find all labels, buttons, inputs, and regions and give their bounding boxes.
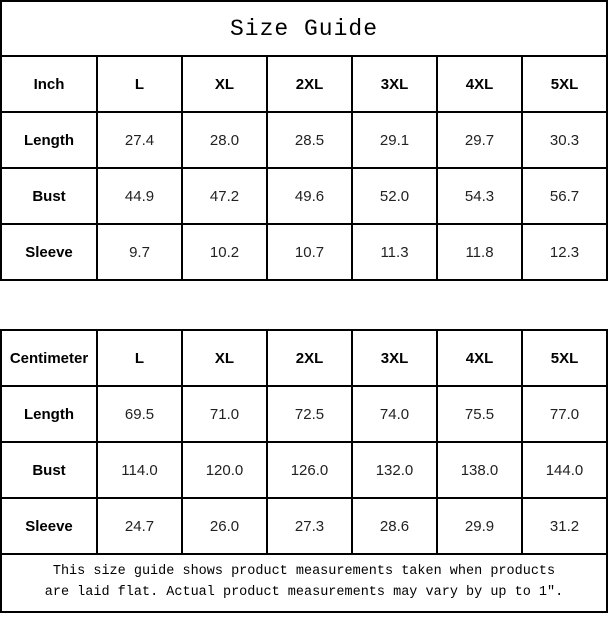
value-cell: 9.7 <box>96 223 183 281</box>
value-cell: 120.0 <box>181 441 268 499</box>
table-row: Length 27.4 28.0 28.5 29.1 29.7 30.3 <box>0 111 608 169</box>
value-cell: 75.5 <box>436 385 523 443</box>
table-header-row: Centimeter L XL 2XL 3XL 4XL 5XL <box>0 329 608 387</box>
value-cell: 49.6 <box>266 167 353 225</box>
value-cell: 44.9 <box>96 167 183 225</box>
row-label-cell: Length <box>0 385 98 443</box>
table-row: Bust 114.0 120.0 126.0 132.0 138.0 144.0 <box>0 441 608 499</box>
size-header-cell: 2XL <box>266 329 353 387</box>
measurement-note-line: This size guide shows product measuremen… <box>52 564 556 580</box>
table-header-row: Inch L XL 2XL 3XL 4XL 5XL <box>0 55 608 113</box>
value-cell: 54.3 <box>436 167 523 225</box>
row-label-cell: Bust <box>0 167 98 225</box>
size-header-cell: 4XL <box>436 55 523 113</box>
table-row: Sleeve 9.7 10.2 10.7 11.3 11.8 12.3 <box>0 223 608 281</box>
inch-size-table: Inch L XL 2XL 3XL 4XL 5XL Length 27.4 28… <box>0 55 608 281</box>
value-cell: 26.0 <box>181 497 268 555</box>
value-cell: 11.3 <box>351 223 438 281</box>
value-cell: 29.7 <box>436 111 523 169</box>
value-cell: 29.9 <box>436 497 523 555</box>
value-cell: 72.5 <box>266 385 353 443</box>
size-header-cell: XL <box>181 55 268 113</box>
value-cell: 31.2 <box>521 497 608 555</box>
value-cell: 138.0 <box>436 441 523 499</box>
value-cell: 56.7 <box>521 167 608 225</box>
value-cell: 12.3 <box>521 223 608 281</box>
size-header-cell: L <box>96 55 183 113</box>
value-cell: 47.2 <box>181 167 268 225</box>
size-header-cell: 3XL <box>351 329 438 387</box>
unit-label-cell: Centimeter <box>0 329 98 387</box>
value-cell: 77.0 <box>521 385 608 443</box>
value-cell: 29.1 <box>351 111 438 169</box>
table-spacer <box>0 281 608 329</box>
size-header-cell: XL <box>181 329 268 387</box>
value-cell: 10.7 <box>266 223 353 281</box>
row-label-cell: Length <box>0 111 98 169</box>
value-cell: 71.0 <box>181 385 268 443</box>
size-header-cell: 4XL <box>436 329 523 387</box>
size-header-cell: L <box>96 329 183 387</box>
size-header-cell: 3XL <box>351 55 438 113</box>
table-row: Length 69.5 71.0 72.5 74.0 75.5 77.0 <box>0 385 608 443</box>
size-header-cell: 2XL <box>266 55 353 113</box>
value-cell: 28.0 <box>181 111 268 169</box>
row-label-cell: Bust <box>0 441 98 499</box>
value-cell: 24.7 <box>96 497 183 555</box>
value-cell: 28.5 <box>266 111 353 169</box>
table-row: Sleeve 24.7 26.0 27.3 28.6 29.9 31.2 <box>0 497 608 555</box>
value-cell: 132.0 <box>351 441 438 499</box>
unit-label-cell: Inch <box>0 55 98 113</box>
page-title: Size Guide <box>0 0 608 57</box>
value-cell: 114.0 <box>96 441 183 499</box>
value-cell: 52.0 <box>351 167 438 225</box>
size-header-cell: 5XL <box>521 55 608 113</box>
value-cell: 28.6 <box>351 497 438 555</box>
value-cell: 11.8 <box>436 223 523 281</box>
value-cell: 74.0 <box>351 385 438 443</box>
centimeter-size-table: Centimeter L XL 2XL 3XL 4XL 5XL Length 6… <box>0 329 608 555</box>
measurement-note-line: are laid flat. Actual product measuremen… <box>44 585 564 600</box>
table-row: Bust 44.9 47.2 49.6 52.0 54.3 56.7 <box>0 167 608 225</box>
value-cell: 126.0 <box>266 441 353 499</box>
value-cell: 30.3 <box>521 111 608 169</box>
row-label-cell: Sleeve <box>0 223 98 281</box>
row-label-cell: Sleeve <box>0 497 98 555</box>
size-header-cell: 5XL <box>521 329 608 387</box>
value-cell: 27.3 <box>266 497 353 555</box>
value-cell: 27.4 <box>96 111 183 169</box>
value-cell: 69.5 <box>96 385 183 443</box>
value-cell: 10.2 <box>181 223 268 281</box>
value-cell: 144.0 <box>521 441 608 499</box>
measurement-note: This size guide shows product measuremen… <box>0 553 608 613</box>
